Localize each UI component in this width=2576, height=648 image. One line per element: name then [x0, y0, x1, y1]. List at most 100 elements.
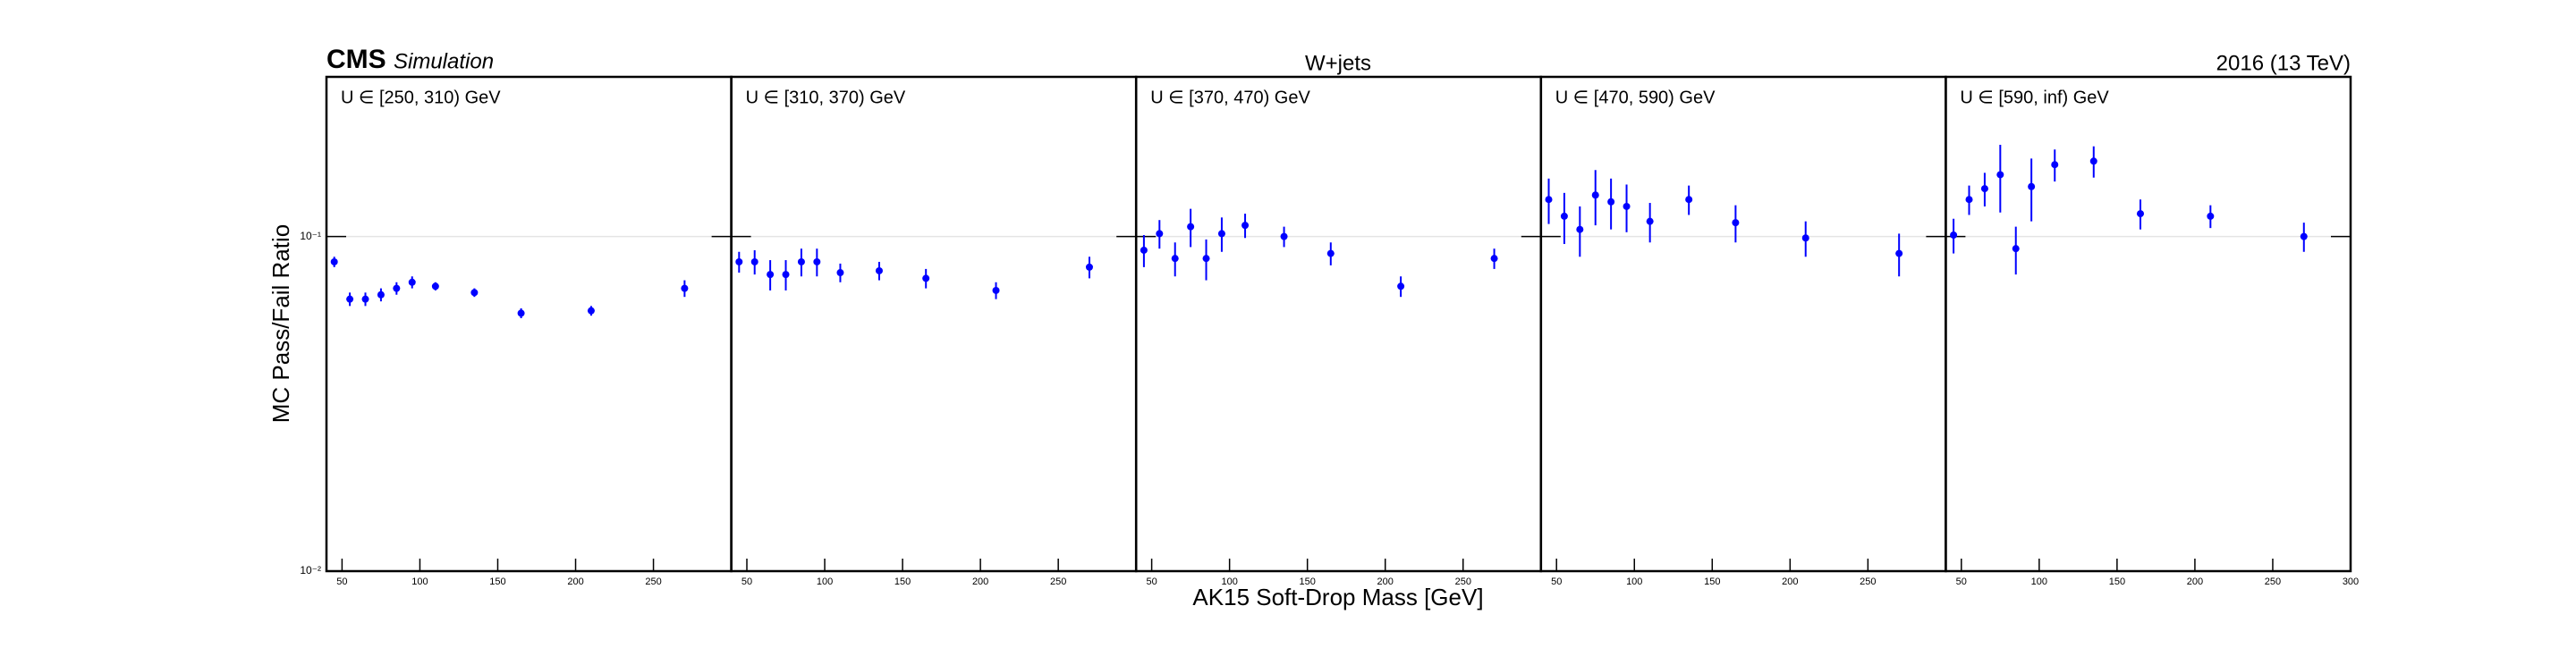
panel-frame: [1134, 75, 1543, 573]
data-point: [1732, 219, 1740, 227]
x-tick-label: 50: [336, 576, 347, 587]
data-point: [797, 257, 805, 265]
y-tick-label: 10⁻²: [300, 564, 321, 576]
data-point: [2207, 212, 2215, 220]
panel-label: U ∈ [370, 470) GeV: [1150, 88, 1310, 107]
x-tick-label: 50: [1146, 576, 1157, 587]
data-point: [393, 284, 401, 292]
data-point: [1801, 234, 1809, 242]
chart-title: W+jets: [1305, 51, 1371, 75]
x-tick-label: 300: [2343, 576, 2359, 587]
x-tick-label: 100: [2031, 576, 2047, 587]
data-point: [922, 274, 930, 282]
data-point: [1965, 196, 1973, 204]
lumi: 2016 (13 TeV): [2216, 51, 2351, 75]
data-point: [1646, 217, 1654, 225]
data-point: [1397, 282, 1405, 290]
data-point: [1996, 171, 2004, 179]
data-point: [836, 269, 844, 277]
panel-frame: [730, 75, 1138, 573]
x-tick-label: 250: [645, 576, 661, 587]
data-point: [992, 286, 1000, 294]
data-point: [517, 309, 525, 317]
x-tick-label: 250: [1455, 576, 1471, 587]
data-point: [735, 257, 743, 265]
x-tick-label: 200: [2187, 576, 2203, 587]
data-point: [408, 278, 416, 286]
data-point: [782, 271, 790, 279]
data-point: [1895, 249, 1903, 257]
data-point: [1560, 212, 1568, 220]
data-point: [875, 266, 883, 274]
x-tick-label: 50: [1551, 576, 1562, 587]
x-tick-label: 150: [489, 576, 505, 587]
data-point: [1280, 232, 1288, 240]
x-tick-label: 250: [1860, 576, 1876, 587]
data-point: [470, 289, 479, 297]
data-point: [1623, 202, 1631, 210]
data-point: [2300, 232, 2308, 240]
data-point: [1576, 225, 1584, 233]
data-point: [1217, 230, 1225, 238]
data-point: [1326, 249, 1335, 257]
panel-frame: [325, 75, 733, 573]
data-point: [750, 257, 758, 265]
data-point: [431, 282, 439, 290]
x-tick-label: 200: [1782, 576, 1798, 587]
data-point: [1685, 196, 1693, 204]
panel-label: U ∈ [310, 370) GeV: [746, 88, 906, 107]
x-tick-label: 100: [1626, 576, 1642, 587]
y-axis-label: MC Pass/Fail Ratio: [267, 224, 294, 424]
experiment: CMS: [326, 45, 386, 74]
x-axis-label: AK15 Soft-Drop Mass [GeV]: [1192, 584, 1483, 610]
data-point: [2028, 182, 2036, 190]
x-tick-label: 100: [411, 576, 428, 587]
x-tick-label: 200: [1377, 576, 1394, 587]
status: Simulation: [394, 49, 494, 73]
x-tick-label: 150: [894, 576, 911, 587]
x-tick-label: 250: [1050, 576, 1066, 587]
data-point: [1950, 231, 1958, 240]
data-point: [2136, 210, 2144, 218]
y-tick-label: 10⁻¹: [300, 230, 321, 242]
data-point: [813, 257, 821, 265]
data-point: [361, 295, 369, 303]
data-point: [681, 284, 689, 292]
x-tick-label: 100: [1221, 576, 1237, 587]
data-point: [2089, 157, 2097, 165]
x-tick-label: 150: [1704, 576, 1720, 587]
data-point: [1187, 223, 1195, 231]
data-point: [1140, 246, 1148, 254]
data-point: [377, 290, 385, 299]
data-point: [1156, 230, 1164, 238]
x-tick-label: 150: [1300, 576, 1316, 587]
data-point: [1591, 191, 1599, 199]
x-tick-label: 150: [2109, 576, 2125, 587]
data-point: [346, 295, 354, 303]
panel-label: U ∈ [590, inf) GeV: [1960, 88, 2109, 107]
data-point: [1980, 185, 1988, 193]
data-point: [587, 307, 595, 315]
x-tick-label: 200: [567, 576, 583, 587]
panel-label: U ∈ [250, 310) GeV: [341, 88, 501, 107]
x-tick-label: 50: [741, 576, 752, 587]
data-point: [1490, 255, 1498, 263]
panel-label: U ∈ [470, 590) GeV: [1555, 88, 1716, 107]
panel-frame: [1539, 75, 1947, 573]
panel-frame: [1945, 75, 2352, 573]
x-tick-label: 100: [817, 576, 833, 587]
data-point: [2051, 161, 2059, 169]
x-tick-label: 200: [972, 576, 988, 587]
data-point: [1085, 263, 1093, 271]
data-point: [1545, 196, 1553, 204]
data-point: [1171, 255, 1179, 263]
data-point: [1202, 255, 1210, 263]
data-point: [330, 257, 338, 265]
data-point: [767, 271, 775, 279]
data-point: [1607, 198, 1615, 206]
x-tick-label: 50: [1956, 576, 1967, 587]
data-point: [1241, 222, 1250, 230]
data-point: [2012, 245, 2020, 253]
x-tick-label: 250: [2265, 576, 2281, 587]
